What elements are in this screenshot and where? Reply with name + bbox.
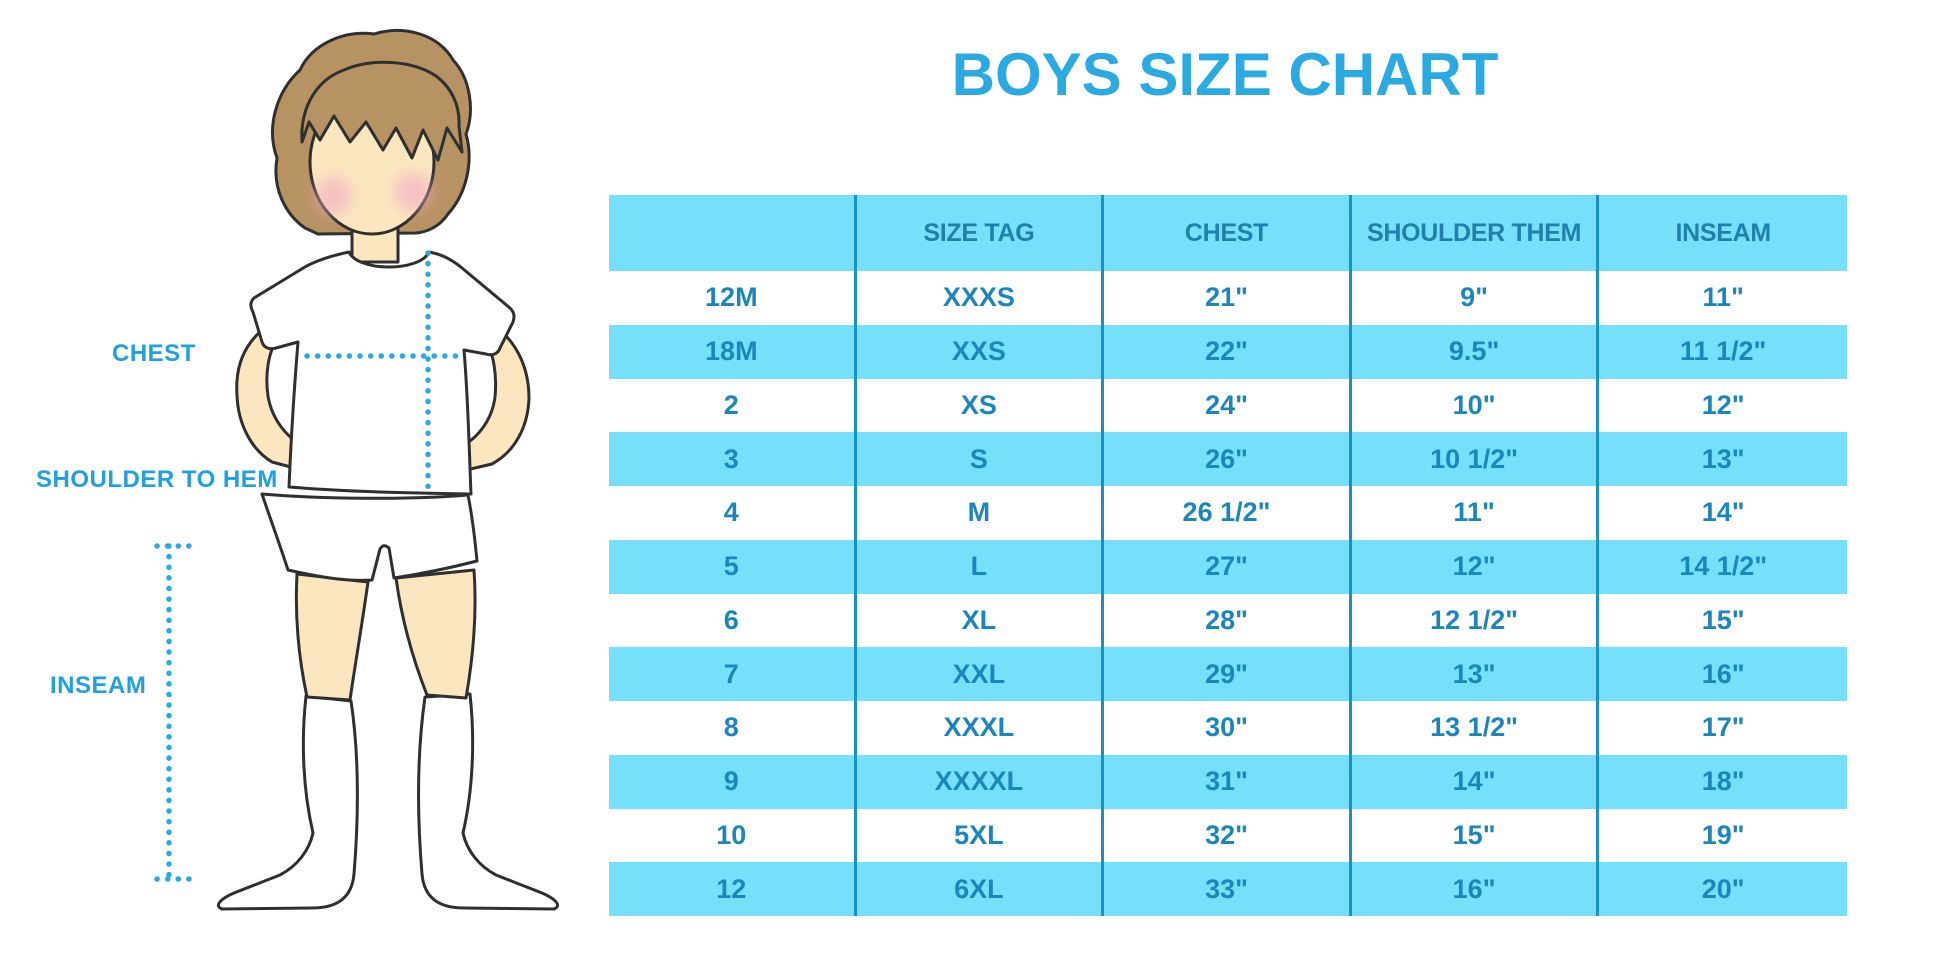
table-row: 4 M 26 1/2" 11" 14" [609, 486, 1847, 540]
table-cell: L [856, 539, 1105, 594]
table-row: 6 XL 28" 12 1/2" 15" [609, 593, 1847, 648]
table-cell: XXXS [856, 271, 1105, 325]
table-cell: S [856, 432, 1105, 486]
bangs [300, 60, 464, 162]
table-cell: XXS [856, 324, 1105, 379]
table-cell: 15" [1351, 808, 1600, 863]
table-cell: XXXL [856, 701, 1105, 755]
shirt [249, 250, 516, 496]
left-knee [294, 572, 370, 702]
table-cell: 15" [1599, 593, 1847, 648]
table-cell: 11" [1351, 486, 1600, 540]
column-header-size [609, 195, 857, 271]
column-header-inseam: INSEAM [1599, 195, 1847, 271]
table-cell: 20" [1599, 862, 1847, 916]
table-cell: 28" [1104, 593, 1352, 648]
table-cell: 27" [1104, 539, 1352, 594]
inseam-label: INSEAM [50, 672, 147, 699]
table-cell: 5XL [856, 808, 1105, 863]
table-cell: 3 [609, 432, 857, 486]
table-cell: 13" [1599, 432, 1847, 486]
table-cell: 10 1/2" [1351, 432, 1600, 486]
table-cell: XS [856, 378, 1105, 433]
table-cell: 7 [609, 647, 857, 701]
table-cell: XXXXL [856, 754, 1105, 809]
cheeks [314, 173, 432, 215]
table-cell: 4 [609, 486, 857, 540]
table-cell: 26" [1104, 432, 1352, 486]
table-row: 7 XXL 29" 13" 16" [609, 647, 1847, 701]
table-cell: 18" [1599, 754, 1847, 809]
table-cell: 12" [1599, 378, 1847, 433]
table-cell: 30" [1104, 701, 1352, 755]
column-header-shoulder: SHOULDER THEM [1351, 195, 1600, 271]
table-cell: 21" [1104, 271, 1352, 325]
table-cell: 16" [1599, 647, 1847, 701]
table-cell: 19" [1599, 808, 1847, 863]
table-cell: 13 1/2" [1351, 701, 1600, 755]
table-cell: 8 [609, 701, 857, 755]
table-cell: 14" [1351, 754, 1600, 809]
table-cell: 33" [1104, 862, 1352, 916]
boy-illustration [154, 29, 559, 911]
right-knee [394, 568, 477, 700]
table-cell: 18M [609, 324, 857, 379]
table-cell: 9" [1351, 271, 1600, 325]
table-row: 3 S 26" 10 1/2" 13" [609, 432, 1847, 486]
table-cell: 2 [609, 378, 857, 433]
shoulder-to-hem-label: SHOULDER TO HEM [36, 466, 278, 493]
table-cell: 16" [1351, 862, 1600, 916]
size-table-header: SIZE TAG CHEST SHOULDER THEM INSEAM [609, 195, 1847, 271]
table-cell: 17" [1599, 701, 1847, 755]
table-cell: 32" [1104, 808, 1352, 863]
table-cell: 12 1/2" [1351, 593, 1600, 648]
table-cell: 29" [1104, 647, 1352, 701]
table-cell: 14" [1599, 486, 1847, 540]
table-cell: 9.5" [1351, 324, 1600, 379]
table-cell: XL [856, 593, 1105, 648]
table-cell: 12M [609, 271, 857, 325]
shorts [260, 492, 479, 582]
table-cell: 24" [1104, 378, 1352, 433]
table-cell: 6XL [856, 862, 1105, 916]
table-cell: 11" [1599, 271, 1847, 325]
table-cell: XXL [856, 647, 1105, 701]
table-row: 10 5XL 32" 15" 19" [609, 808, 1847, 863]
table-cell: 10" [1351, 378, 1600, 433]
table-row: 12 6XL 33" 16" 20" [609, 862, 1847, 916]
right-arm [454, 328, 531, 473]
page-title: BOYS SIZE CHART [951, 41, 1499, 108]
column-header-size-tag: SIZE TAG [856, 195, 1105, 271]
table-cell: 12" [1351, 539, 1600, 594]
size-table-body: 12M XXXS 21" 9" 11" 18M XXS 22" 9.5" 11 … [609, 271, 1847, 916]
table-row: 2 XS 24" 10" 12" [609, 378, 1847, 433]
measurement-lines [154, 250, 463, 882]
column-header-chest: CHEST [1104, 195, 1352, 271]
table-cell: 10 [609, 808, 857, 863]
table-cell: 14 1/2" [1599, 539, 1847, 594]
table-row: 5 L 27" 12" 14 1/2" [609, 539, 1847, 594]
table-cell: 9 [609, 754, 857, 809]
table-cell: 26 1/2" [1104, 486, 1352, 540]
right-sock [417, 692, 559, 911]
table-cell: 11 1/2" [1599, 324, 1847, 379]
table-row: 9 XXXXL 31" 14" 18" [609, 754, 1847, 809]
header-row: SIZE TAG CHEST SHOULDER THEM INSEAM [609, 195, 1847, 271]
table-cell: 31" [1104, 754, 1352, 809]
table-cell: 22" [1104, 324, 1352, 379]
table-row: 18M XXS 22" 9.5" 11 1/2" [609, 324, 1847, 379]
table-cell: 6 [609, 593, 857, 648]
table-row: 12M XXXS 21" 9" 11" [609, 271, 1847, 325]
table-cell: M [856, 486, 1105, 540]
chest-label: CHEST [112, 340, 196, 367]
left-sock [217, 694, 359, 911]
table-row: 8 XXXL 30" 13 1/2" 17" [609, 701, 1847, 755]
left-arm [235, 328, 310, 472]
table-cell: 13" [1351, 647, 1600, 701]
table-cell: 5 [609, 539, 857, 594]
table-cell: 12 [609, 862, 857, 916]
size-table: SIZE TAG CHEST SHOULDER THEM INSEAM 12M … [609, 195, 1847, 916]
